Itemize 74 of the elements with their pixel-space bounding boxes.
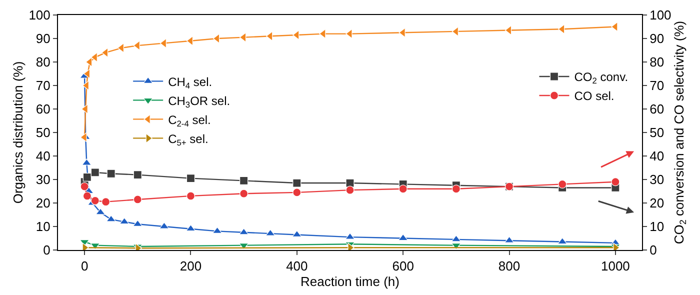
point <box>96 208 106 215</box>
point <box>82 192 92 200</box>
x-tick-label: 0 <box>80 258 88 274</box>
legend-label: CO sel. <box>574 89 614 104</box>
legend-label: CH$_{4}$ sel. <box>168 74 212 90</box>
x-tick-label: 1000 <box>600 258 630 274</box>
y2-tick-label: 80 <box>650 54 664 70</box>
point <box>240 189 248 198</box>
point <box>80 182 89 191</box>
y-tick-label: 40 <box>36 148 50 164</box>
y-tick-label: 50 <box>36 125 50 140</box>
point <box>186 192 196 200</box>
point <box>346 186 354 194</box>
point <box>611 178 620 186</box>
point <box>133 40 140 50</box>
point <box>86 57 92 67</box>
x-tick-label: 800 <box>498 258 520 274</box>
point <box>90 196 100 205</box>
point <box>83 68 90 79</box>
point <box>212 34 220 44</box>
point <box>398 234 408 241</box>
legend-label: CO$_{2}$ conv. <box>574 70 628 86</box>
point <box>186 174 196 183</box>
point <box>452 26 458 36</box>
y-tick-label: 30 <box>36 172 50 188</box>
point <box>101 198 110 206</box>
legend-label: CH$_{3}$OR sel. <box>168 94 230 110</box>
x-axis-title: Reaction time (h) <box>300 274 400 290</box>
x-tick-label: 600 <box>392 258 414 274</box>
legend-label: C$_{2-4}$ sel. <box>168 112 211 128</box>
point <box>81 104 88 114</box>
point <box>292 30 300 40</box>
point <box>504 25 512 36</box>
point <box>186 36 194 46</box>
y2-tick-label: 50 <box>650 125 664 140</box>
y-tick-label: 100 <box>28 8 50 23</box>
point <box>133 170 142 180</box>
y-tick-label: 20 <box>36 196 50 211</box>
x-tick-label: 200 <box>180 258 202 274</box>
point <box>101 48 108 58</box>
point <box>558 180 567 188</box>
y-tick-label: 70 <box>36 78 50 94</box>
y2-tick-label: 30 <box>650 172 664 188</box>
point <box>292 230 302 238</box>
y2-tick-label: 0 <box>650 242 657 258</box>
y-tick-label: 0 <box>43 242 50 258</box>
point <box>240 176 248 185</box>
y-axis-title: Organics distribution (%) <box>10 61 26 204</box>
point <box>133 195 142 204</box>
y2-tick-label: 90 <box>650 31 664 46</box>
point <box>82 172 92 182</box>
y-tick-label: 10 <box>36 219 50 234</box>
point <box>346 178 354 188</box>
y2-tick-label: 100 <box>650 8 672 23</box>
x-tick-label: 400 <box>286 258 308 274</box>
legend-label: C$_{5+}$ sel. <box>168 132 208 148</box>
point <box>345 232 355 240</box>
y2-tick-label: 70 <box>650 78 664 94</box>
point <box>117 42 124 53</box>
point <box>292 188 302 197</box>
y-tick-label: 90 <box>36 31 50 46</box>
y-tick-label: 80 <box>36 54 50 70</box>
point <box>82 80 89 90</box>
point <box>398 184 408 194</box>
point <box>557 237 568 244</box>
y2-tick-label: 60 <box>650 102 664 117</box>
point <box>292 178 302 188</box>
y-tick-label: 60 <box>36 102 50 117</box>
y2-tick-label: 40 <box>650 148 664 164</box>
point <box>452 184 460 194</box>
y2-tick-label: 20 <box>650 196 664 211</box>
point <box>90 168 100 177</box>
y2-tick-label: 10 <box>650 219 664 234</box>
point <box>106 169 116 178</box>
